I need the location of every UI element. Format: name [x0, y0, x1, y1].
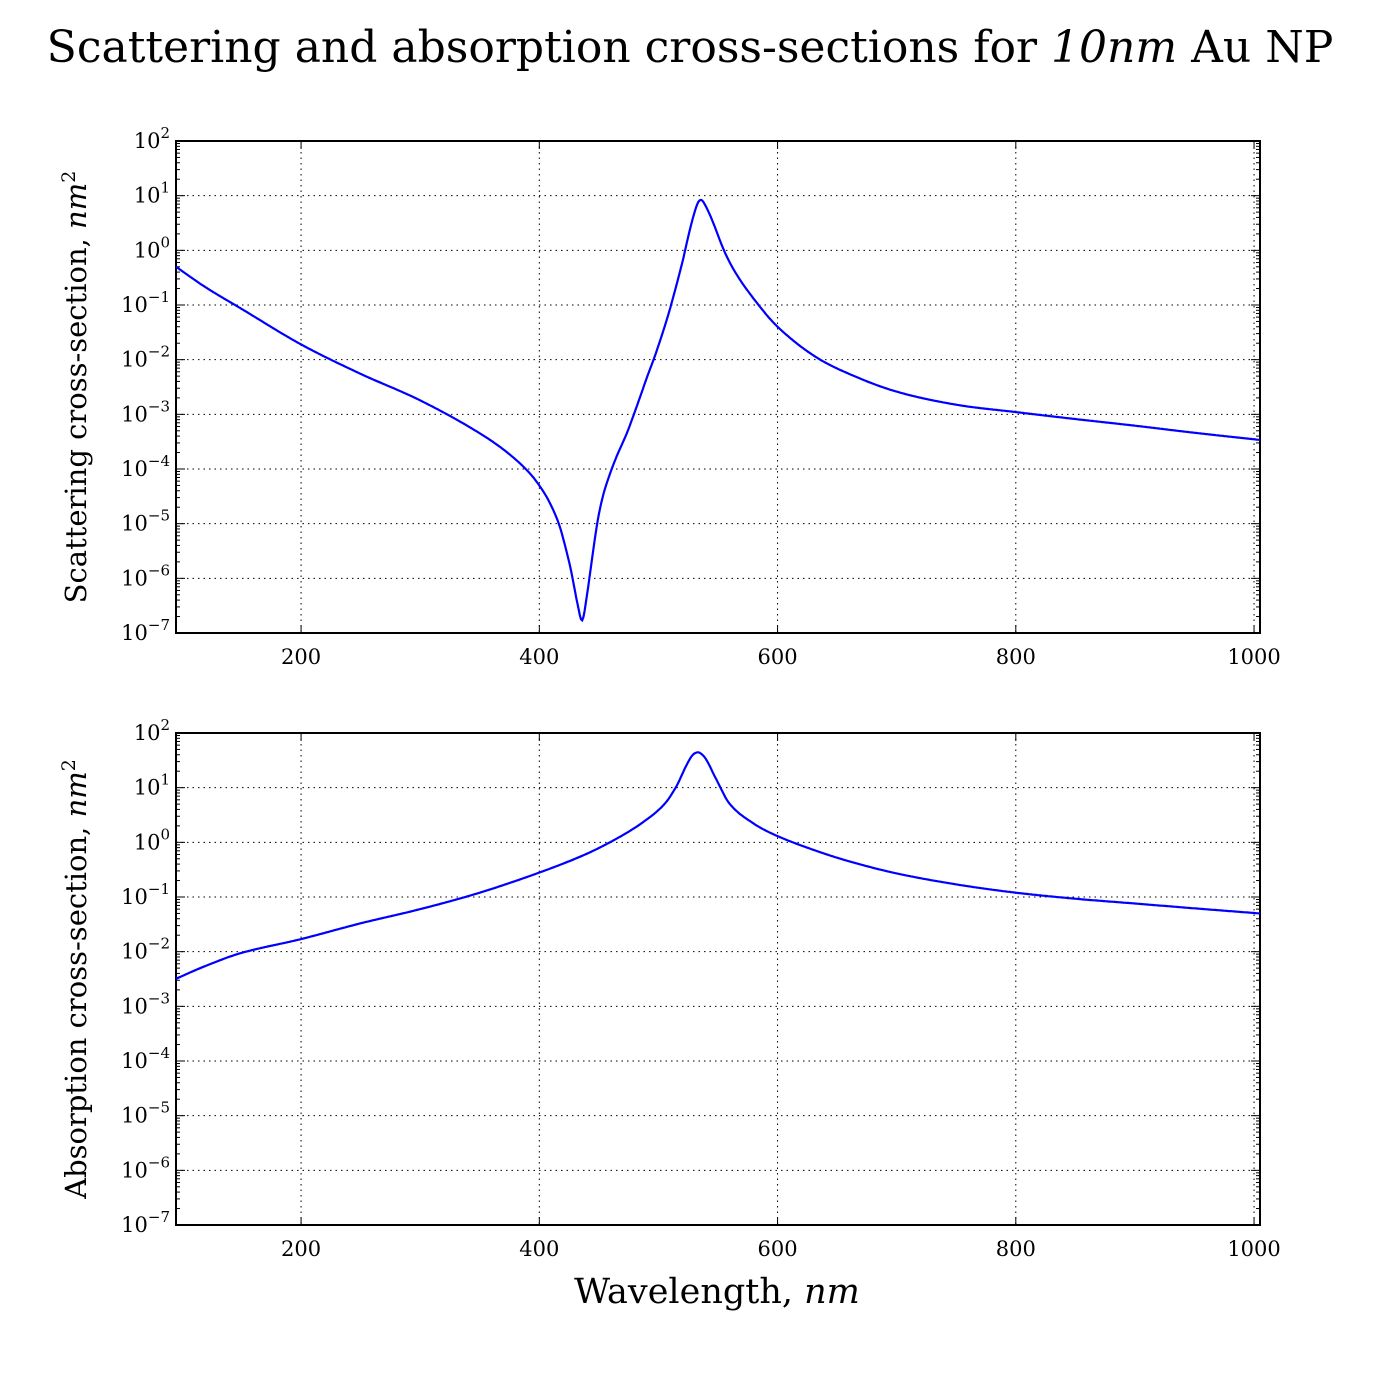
- scattering-x-tick-label: 600: [758, 645, 798, 669]
- absorption-x-tick-label: 600: [758, 1237, 798, 1261]
- absorption-y-tick-label: 10−2: [121, 935, 170, 964]
- absorption-x-tick-label: 400: [519, 1237, 559, 1261]
- scattering-y-tick-label: 101: [134, 179, 170, 208]
- absorption-y-tick-label: 10−4: [121, 1044, 170, 1073]
- scattering-y-tick-label: 10−4: [121, 452, 170, 481]
- absorption-panel: 200 400 600 800 1000 102 101 100 10−1 10−2 10−3 10−…: [58, 716, 1281, 1261]
- absorption-ticks: 200 400 600 800 1000 102 101 100 10−1 10−2 10−3 10−…: [121, 716, 1281, 1261]
- scattering-grid: [176, 141, 1260, 633]
- absorption-y-axis-label: Absorption cross-section, nm2: [58, 759, 93, 1200]
- absorption-axes-frame: [175, 732, 1261, 1226]
- scattering-x-tick-label: 400: [519, 645, 559, 669]
- scattering-y-tick-label: 10−2: [121, 343, 170, 372]
- scattering-x-tick-label: 1000: [1227, 645, 1280, 669]
- scattering-series-line: [175, 198, 1261, 623]
- scattering-y-tick-label: 102: [134, 124, 170, 153]
- scattering-y-tick-label: 10−6: [121, 561, 170, 590]
- scattering-ticks: 200 400 600 800 1000 102 101 100 10−1 10−2 10−3 10−…: [121, 124, 1281, 669]
- scattering-y-tick-label: 10−7: [121, 616, 170, 645]
- scattering-x-tick-label: 800: [996, 645, 1036, 669]
- absorption-y-tick-label: 10−5: [121, 1099, 170, 1128]
- scattering-x-tick-label: 200: [281, 645, 321, 669]
- scattering-y-tick-label: 10−5: [121, 507, 170, 536]
- absorption-grid: [176, 733, 1260, 1225]
- scattering-y-axis-label: Scattering cross-section, nm2: [58, 171, 93, 604]
- absorption-y-tick-label: 10−6: [121, 1153, 170, 1182]
- absorption-y-tick-label: 100: [134, 825, 170, 854]
- x-axis-label: Wavelength, nm: [574, 1272, 860, 1312]
- scattering-y-tick-label: 10−1: [121, 288, 170, 317]
- absorption-y-tick-label: 10−1: [121, 880, 170, 909]
- scattering-panel: 200 400 600 800 1000 102 101 100 10−1 10−2 10−3 10−…: [58, 124, 1281, 669]
- absorption-x-tick-label: 800: [996, 1237, 1036, 1261]
- absorption-y-tick-label: 102: [134, 716, 170, 745]
- absorption-x-tick-label: 1000: [1227, 1237, 1280, 1261]
- scattering-y-tick-label: 10−3: [121, 397, 170, 426]
- absorption-x-tick-label: 200: [281, 1237, 321, 1261]
- scattering-axes-frame: [175, 140, 1261, 634]
- absorption-y-tick-label: 10−7: [121, 1208, 170, 1237]
- absorption-series-line: [175, 751, 1261, 980]
- scattering-y-tick-label: 100: [134, 233, 170, 262]
- absorption-y-tick-label: 10−3: [121, 989, 170, 1018]
- absorption-y-tick-label: 101: [134, 771, 170, 800]
- figure-title: Scattering and absorption cross-sections…: [47, 22, 1334, 73]
